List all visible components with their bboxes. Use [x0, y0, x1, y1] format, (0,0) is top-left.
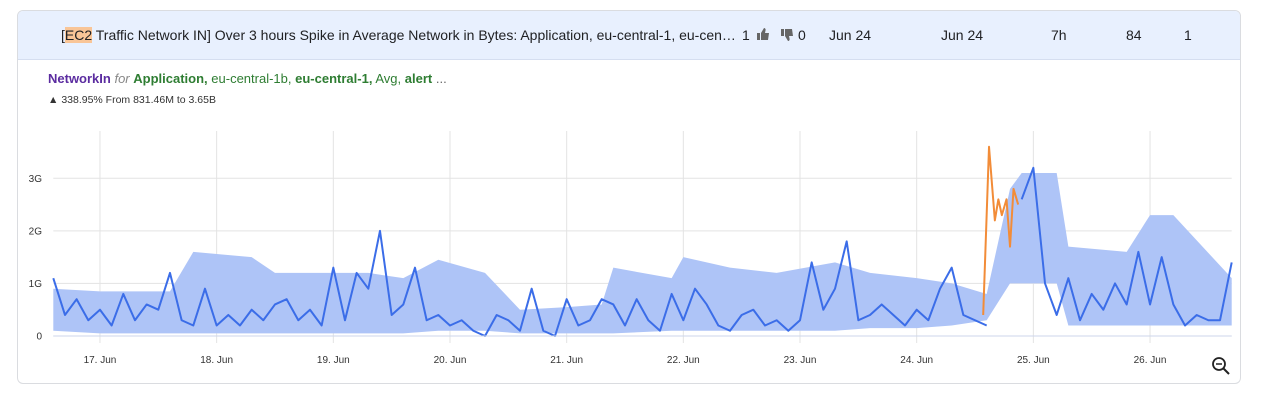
count: 84: [1126, 27, 1142, 43]
alert: alert: [404, 71, 433, 86]
title-highlight: EC2: [64, 27, 93, 43]
alert-row[interactable]: [EC2 Traffic Network IN] Over 3 hours Sp…: [18, 11, 1240, 60]
duration: 7h: [1051, 27, 1067, 43]
x-tick-label: 23. Jun: [784, 355, 817, 366]
series-line: [982, 145, 1020, 316]
app: Application,: [133, 71, 208, 86]
expected-band: [53, 173, 1232, 334]
x-tick-label: 21. Jun: [550, 355, 583, 366]
thumb-up[interactable]: [756, 27, 770, 41]
more: ...: [435, 71, 447, 86]
x-tick-label: 20. Jun: [434, 355, 467, 366]
likes: 1: [742, 27, 750, 43]
thumb-down[interactable]: [780, 28, 794, 42]
title-rest: Traffic Network IN] Over 3 hours Spike i…: [92, 27, 736, 43]
x-tick-label: 25. Jun: [1017, 355, 1050, 366]
y-tick-label: 2G: [29, 226, 43, 237]
alert-title[interactable]: [EC2 Traffic Network IN] Over 3 hours Sp…: [61, 27, 736, 43]
start: Jun 24: [829, 27, 872, 43]
x-tick-label: 22. Jun: [667, 355, 700, 366]
zone: eu-central-1b,: [211, 71, 292, 86]
stat: Avg,: [375, 71, 402, 86]
y-tick-label: 0: [36, 332, 42, 343]
x-tick-label: 17. Jun: [84, 355, 117, 366]
dislikes: 0: [798, 27, 806, 43]
title-prefix: [: [61, 27, 65, 43]
zoom-icon[interactable]: [1212, 357, 1230, 375]
series-line: [52, 166, 1233, 337]
end: Jun 24: [941, 27, 984, 43]
for: for: [114, 71, 130, 86]
change-text: 338.95% From 831.46M to 3.65B: [61, 94, 216, 106]
y-tick-label: 1G: [29, 279, 43, 290]
y-tick-label: 3G: [29, 174, 43, 185]
alert-card: [EC2 Traffic Network IN] Over 3 hours Sp…: [17, 10, 1241, 384]
x-tick-label: 19. Jun: [317, 355, 350, 366]
region: eu-central-1,: [295, 71, 373, 86]
metric: NetworkIn: [48, 71, 111, 86]
x-tick-label: 18. Jun: [200, 355, 233, 366]
x-tick-label: 24. Jun: [900, 355, 933, 366]
x-tick-label: 26. Jun: [1134, 355, 1167, 366]
level: 1: [1184, 27, 1192, 43]
subtitle: NetworkIn for Application, eu-central-1b…: [48, 71, 447, 86]
change: ▲ 338.95% From 831.46M to 3.65B: [48, 94, 216, 106]
